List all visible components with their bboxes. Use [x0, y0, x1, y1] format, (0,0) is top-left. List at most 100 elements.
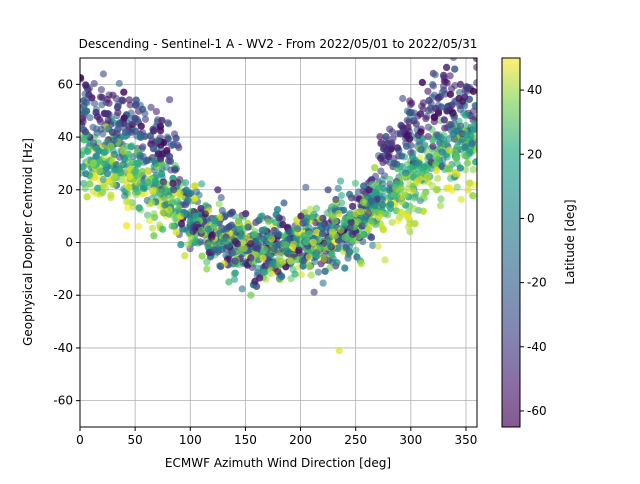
- scatter-point: [379, 196, 387, 204]
- scatter-point: [238, 232, 246, 240]
- scatter-point: [186, 217, 194, 226]
- x-tick-label: 200: [289, 433, 312, 447]
- scatter-point: [389, 134, 397, 142]
- scatter-point: [355, 188, 363, 196]
- scatter-point: [168, 222, 176, 230]
- scatter-point: [365, 186, 373, 194]
- scatter-point: [197, 205, 205, 213]
- scatter-point: [373, 195, 381, 203]
- scatter-point: [456, 80, 465, 88]
- scatter-point: [449, 130, 457, 138]
- scatter-point: [191, 194, 199, 203]
- scatter-point: [198, 252, 206, 260]
- x-tick-label: 350: [455, 433, 478, 447]
- scatter-point: [105, 125, 113, 133]
- scatter-point: [151, 177, 159, 185]
- colorbar-tick-label: 20: [527, 147, 542, 161]
- colorbar-tick-label: 0: [527, 211, 535, 225]
- scatter-point: [291, 270, 299, 278]
- scatter-point: [382, 133, 390, 141]
- colorbar-label: Latitude [deg]: [563, 199, 577, 284]
- scatter-point: [390, 159, 398, 167]
- scatter-point: [285, 227, 293, 235]
- scatter-point: [193, 220, 201, 228]
- scatter-point: [443, 165, 451, 173]
- scatter-point: [376, 133, 384, 141]
- scatter-point: [464, 186, 472, 194]
- scatter-point: [386, 180, 394, 188]
- scatter-point: [446, 72, 454, 80]
- x-tick-label: 300: [399, 433, 422, 447]
- scatter-point: [154, 150, 162, 158]
- scatter-point: [422, 115, 430, 123]
- scatter-point: [313, 228, 321, 237]
- scatter-point: [371, 164, 379, 172]
- scatter-point: [261, 226, 269, 234]
- scatter-point: [97, 125, 105, 133]
- scatter-point: [439, 82, 448, 90]
- y-tick-label: 20: [58, 183, 73, 197]
- x-axis: 0 50 100 150 200 250 300 350: [76, 427, 477, 447]
- scatter-point: [94, 184, 102, 192]
- scatter-point: [463, 131, 471, 139]
- scatter-point: [120, 114, 128, 122]
- scatter-point: [406, 109, 414, 117]
- scatter-point: [161, 201, 169, 209]
- scatter-point: [169, 179, 177, 187]
- scatter-point: [142, 157, 150, 165]
- scatter-point: [409, 182, 417, 191]
- scatter-point: [99, 175, 107, 184]
- scatter-point: [80, 74, 85, 82]
- scatter-point: [150, 127, 158, 135]
- scatter-point: [403, 142, 411, 150]
- scatter-point: [170, 186, 178, 194]
- scatter-point: [399, 124, 407, 132]
- scatter-point: [152, 108, 160, 116]
- scatter-point: [326, 242, 334, 250]
- scatter-point: [182, 186, 190, 194]
- scatter-point: [447, 121, 455, 129]
- scatter-point: [393, 144, 402, 152]
- scatter-point: [269, 260, 277, 268]
- x-tick-label: 50: [127, 433, 142, 447]
- scatter-point: [445, 146, 453, 154]
- scatter-point: [211, 216, 219, 224]
- scatter-point: [231, 257, 239, 265]
- colorbar-tick-label: -20: [527, 276, 547, 290]
- scatter-point: [317, 244, 325, 252]
- scatter-point: [115, 79, 123, 88]
- scatter-point: [443, 107, 451, 115]
- scatter-point: [469, 192, 477, 200]
- scatter-point: [85, 171, 94, 179]
- scatter-point: [360, 182, 368, 190]
- scatter-point: [165, 120, 173, 128]
- scatter-point: [218, 206, 226, 215]
- scatter-point: [203, 265, 211, 273]
- scatter-point: [453, 152, 461, 160]
- scatter-point: [388, 128, 396, 136]
- scatter-point: [332, 196, 340, 204]
- scatter-point: [443, 63, 451, 71]
- scatter-point: [220, 235, 228, 243]
- scatter-point: [411, 220, 419, 228]
- scatter-point: [135, 204, 143, 212]
- scatter-point: [184, 240, 192, 249]
- scatter-point: [469, 166, 477, 174]
- scatter-point: [341, 264, 349, 272]
- scatter-point: [346, 190, 354, 198]
- scatter-point: [367, 217, 376, 225]
- x-axis-label: ECMWF Azimuth Wind Direction [deg]: [165, 456, 391, 470]
- scatter-point: [161, 186, 169, 194]
- scatter-point: [172, 228, 180, 236]
- scatter-point: [391, 183, 399, 191]
- scatter-point: [412, 120, 420, 128]
- y-tick-label: -40: [53, 341, 73, 355]
- scatter-point: [382, 147, 390, 155]
- scatter-point: [461, 93, 469, 101]
- scatter-point: [204, 225, 212, 233]
- scatter-point: [346, 248, 354, 256]
- scatter-point: [96, 118, 105, 126]
- scatter-point: [312, 204, 321, 212]
- scatter-point: [159, 225, 167, 233]
- scatter-point: [310, 288, 318, 296]
